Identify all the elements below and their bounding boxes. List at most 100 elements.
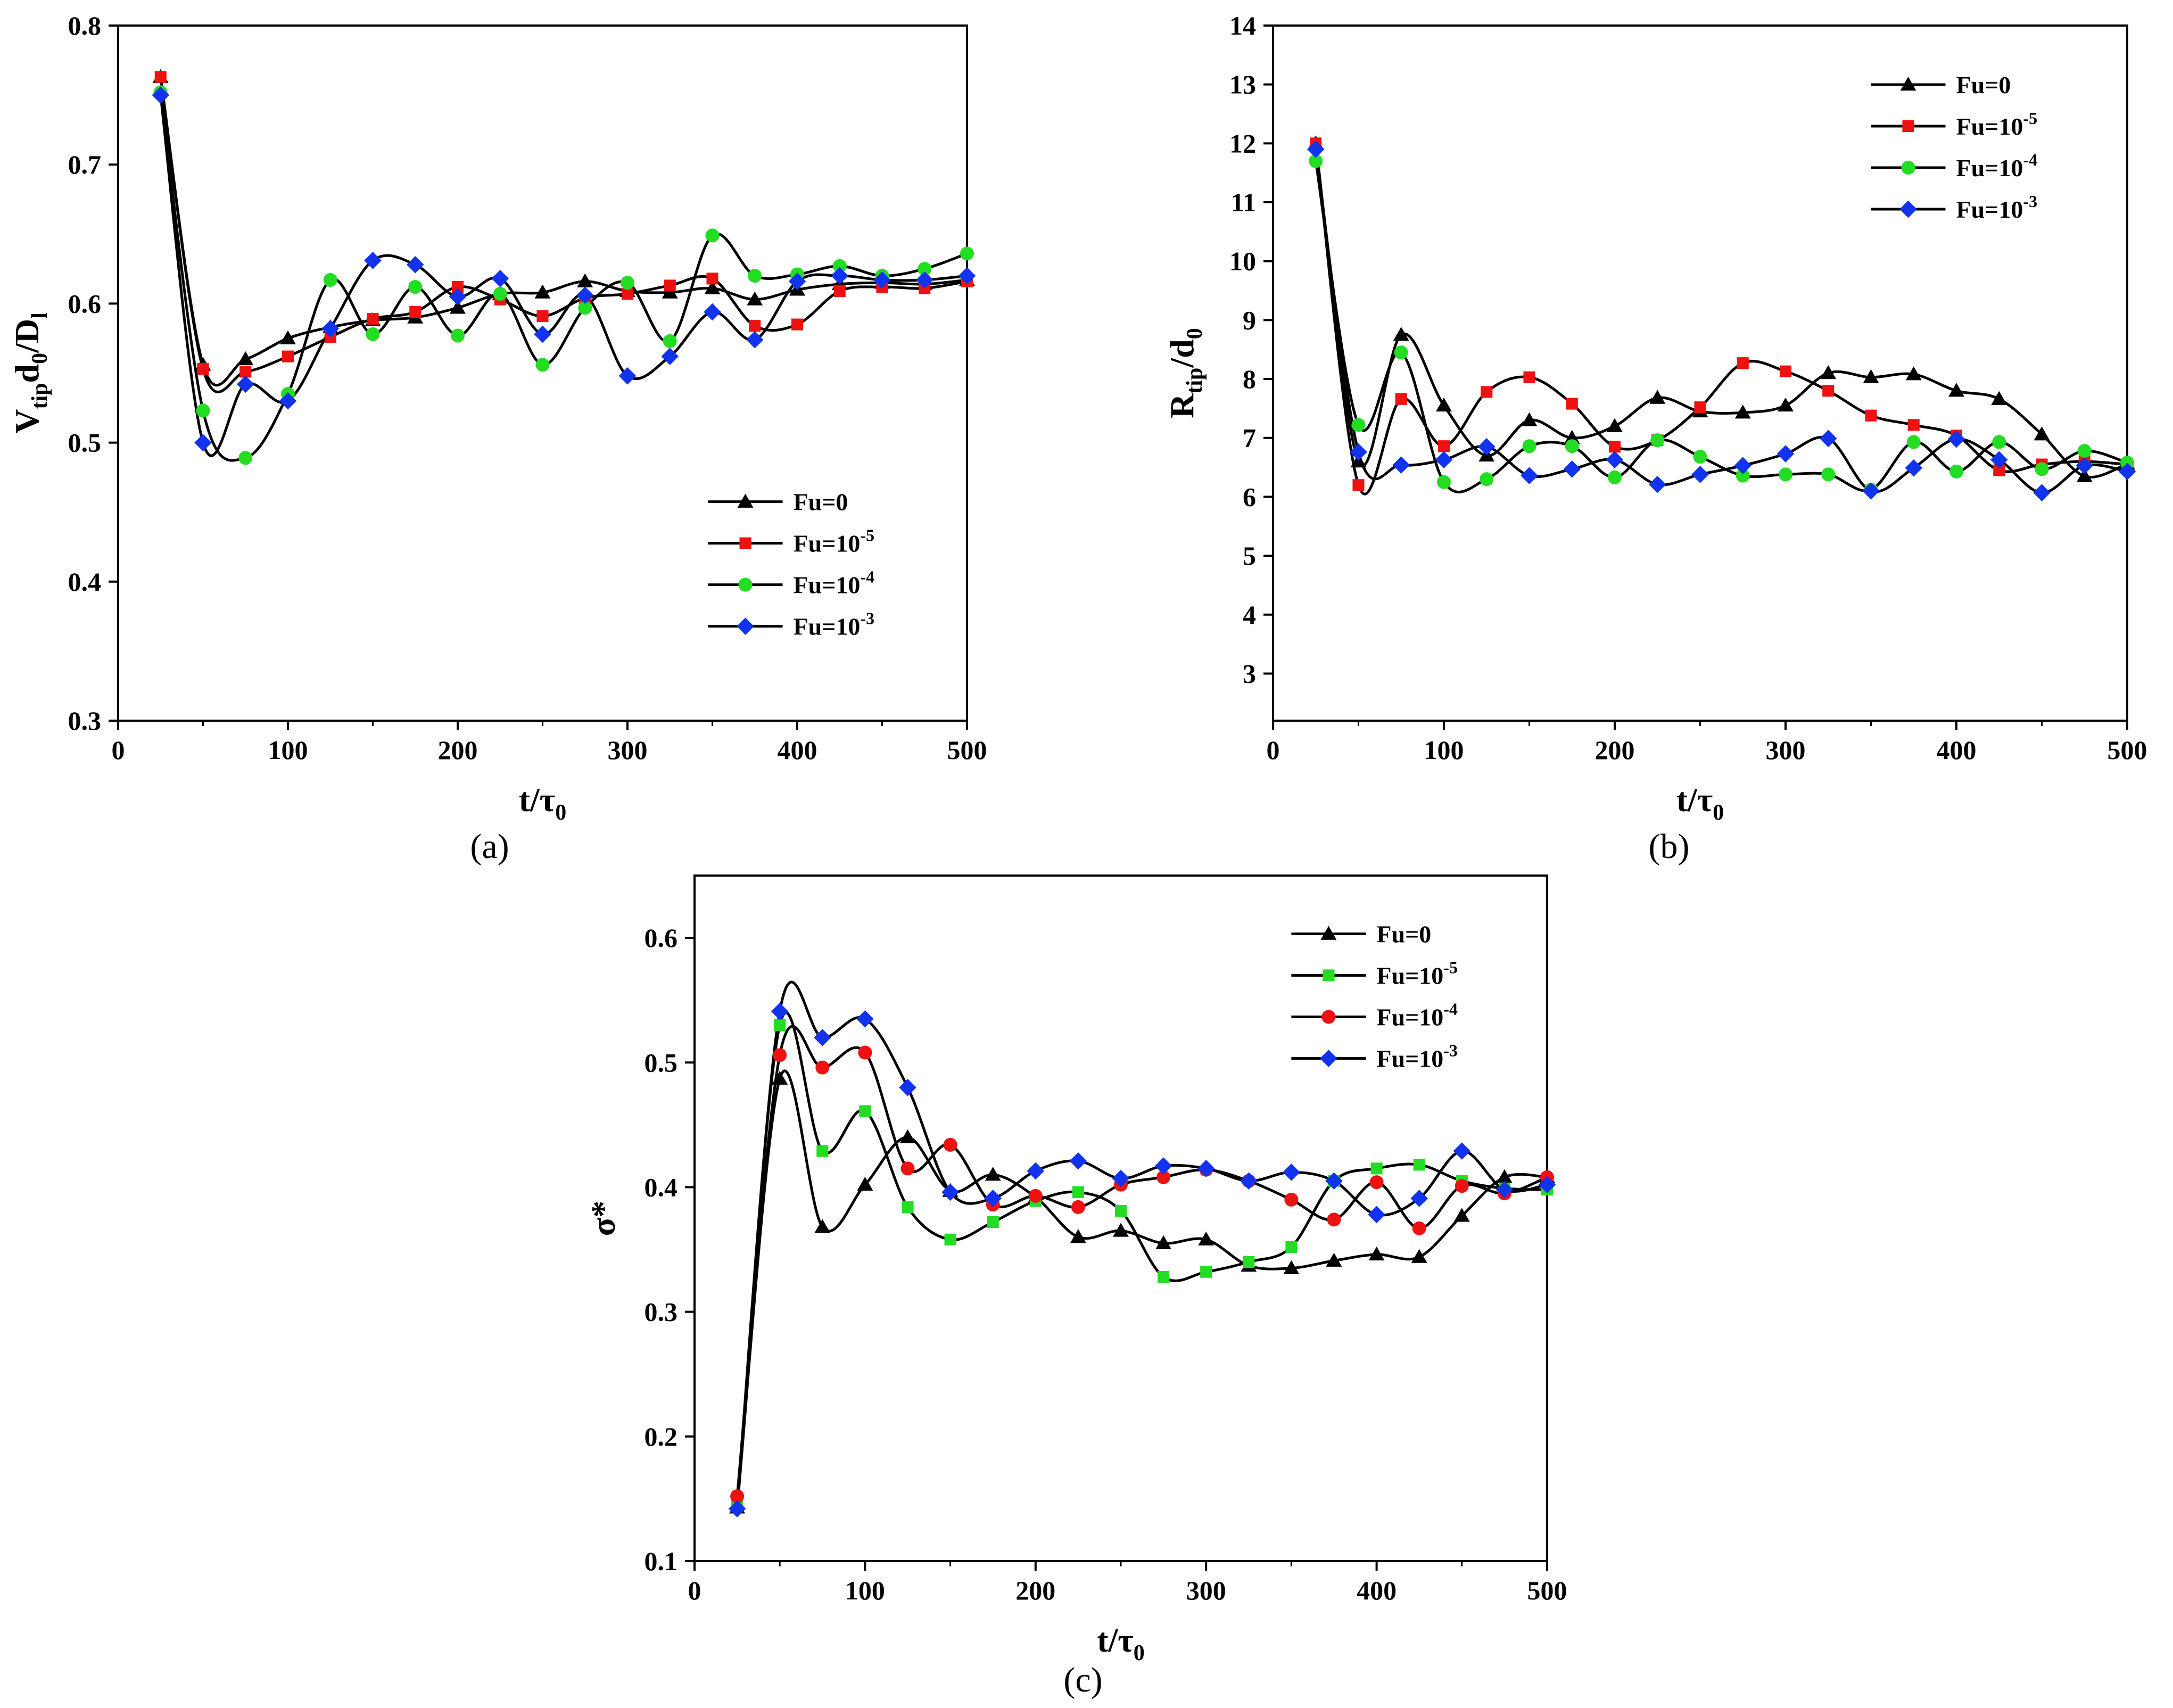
data-point bbox=[1368, 1246, 1385, 1261]
data-point bbox=[323, 273, 337, 287]
data-point bbox=[706, 273, 718, 285]
data-point bbox=[237, 375, 254, 393]
data-point bbox=[772, 1070, 788, 1085]
data-point bbox=[152, 86, 169, 104]
y-tick-label: 0.3 bbox=[68, 706, 102, 736]
legend-label: Fu=0 bbox=[794, 489, 848, 516]
data-point bbox=[1606, 451, 1624, 468]
y-tick-label: 13 bbox=[1229, 70, 1256, 100]
data-point bbox=[1990, 451, 2008, 468]
data-point bbox=[704, 280, 721, 294]
data-point bbox=[1993, 464, 2005, 476]
data-point bbox=[749, 320, 761, 332]
data-point bbox=[618, 367, 637, 385]
series-markers-2 bbox=[730, 1045, 1554, 1504]
data-point bbox=[816, 1145, 829, 1157]
data-point bbox=[2034, 426, 2050, 441]
y-tick-label: 5 bbox=[1243, 541, 1256, 571]
y-tick-label: 0.4 bbox=[68, 567, 102, 597]
data-point bbox=[364, 252, 382, 269]
data-point bbox=[1240, 1172, 1258, 1190]
data-point bbox=[366, 327, 380, 341]
data-point bbox=[1393, 327, 1409, 341]
data-point bbox=[1453, 1208, 1470, 1222]
data-point bbox=[1326, 1252, 1342, 1267]
data-point bbox=[1072, 1186, 1084, 1198]
data-point bbox=[1822, 385, 1835, 397]
x-tick-label: 300 bbox=[608, 735, 648, 765]
data-point bbox=[900, 1161, 915, 1176]
data-point bbox=[1862, 482, 1880, 500]
y-tick-label: 9 bbox=[1243, 305, 1256, 335]
legend-marker bbox=[737, 493, 754, 508]
data-point bbox=[771, 1003, 789, 1020]
data-point bbox=[1411, 1249, 1427, 1263]
data-point bbox=[1200, 1266, 1212, 1278]
data-point bbox=[1283, 1164, 1300, 1181]
legend-label: Fu=10-3 bbox=[794, 609, 875, 640]
x-tick-label: 400 bbox=[1357, 1575, 1397, 1605]
data-point bbox=[1907, 419, 1920, 431]
legend-marker bbox=[1902, 120, 1914, 133]
data-point bbox=[2118, 463, 2136, 481]
data-point bbox=[407, 256, 424, 274]
x-tick-label: 200 bbox=[1015, 1575, 1055, 1605]
data-point bbox=[1566, 398, 1578, 410]
data-point bbox=[1027, 1162, 1045, 1180]
data-point bbox=[728, 1500, 746, 1517]
data-point bbox=[1607, 418, 1623, 432]
data-point bbox=[1777, 445, 1795, 463]
data-point bbox=[918, 262, 932, 276]
legend-marker bbox=[1901, 161, 1915, 175]
y-axis-label: Rtip/d0 bbox=[1163, 328, 1207, 418]
data-point bbox=[1412, 1221, 1426, 1235]
data-point bbox=[2035, 462, 2049, 476]
data-point bbox=[1284, 1192, 1299, 1207]
data-point bbox=[1453, 1142, 1471, 1160]
data-point bbox=[1521, 412, 1538, 426]
series-markers-3 bbox=[152, 86, 976, 451]
data-point bbox=[1198, 1231, 1214, 1246]
data-point bbox=[1820, 430, 1837, 448]
data-point bbox=[943, 1137, 957, 1152]
data-point bbox=[1158, 1271, 1170, 1283]
data-point bbox=[1694, 401, 1706, 414]
data-point bbox=[1778, 397, 1794, 412]
legend-marker bbox=[1321, 1010, 1336, 1024]
data-point bbox=[197, 363, 209, 375]
data-point bbox=[576, 286, 594, 304]
y-axis-label: Vtipd0/Dl bbox=[8, 312, 52, 434]
data-point bbox=[578, 301, 592, 315]
data-point bbox=[449, 288, 467, 306]
data-point bbox=[1395, 393, 1407, 405]
y-tick-label: 0.8 bbox=[68, 11, 102, 40]
series-markers-3 bbox=[1307, 141, 2136, 501]
x-tick-label: 0 bbox=[688, 1575, 701, 1605]
x-tick-label: 100 bbox=[268, 735, 308, 765]
legend-marker bbox=[739, 537, 751, 549]
data-point bbox=[941, 1183, 959, 1201]
data-point bbox=[1070, 1229, 1086, 1243]
data-point bbox=[1608, 470, 1622, 484]
data-point bbox=[238, 451, 253, 465]
data-point bbox=[663, 334, 677, 348]
data-point bbox=[1435, 451, 1453, 468]
data-point bbox=[1496, 1169, 1513, 1183]
data-point bbox=[832, 259, 847, 273]
y-axis-label: σ* bbox=[584, 1201, 622, 1236]
chart-panel-c: 0 100 200 300 400 500 0.1 0.2 0.3 0.4 0.5 0.6 t/τ0 σ*… bbox=[584, 874, 1567, 1699]
y-tick-label: 10 bbox=[1229, 246, 1256, 276]
data-point bbox=[814, 1029, 831, 1046]
panel-label: (a) bbox=[470, 827, 509, 866]
chart-panel-a: 0 100 200 300 400 500 0.3 0.4 0.5 0.6 0.7 0.8 t/τ0 Vt… bbox=[8, 11, 987, 866]
y-tick-label: 8 bbox=[1243, 364, 1256, 394]
data-point bbox=[1350, 443, 1367, 461]
data-point bbox=[1737, 357, 1749, 369]
y-tick-label: 14 bbox=[1229, 11, 1256, 40]
data-point bbox=[1736, 468, 1750, 483]
data-point bbox=[833, 285, 846, 297]
y-tick-label: 12 bbox=[1229, 128, 1256, 158]
legend-marker bbox=[1899, 200, 1917, 218]
data-point bbox=[1734, 457, 1751, 475]
data-point bbox=[1478, 438, 1496, 456]
